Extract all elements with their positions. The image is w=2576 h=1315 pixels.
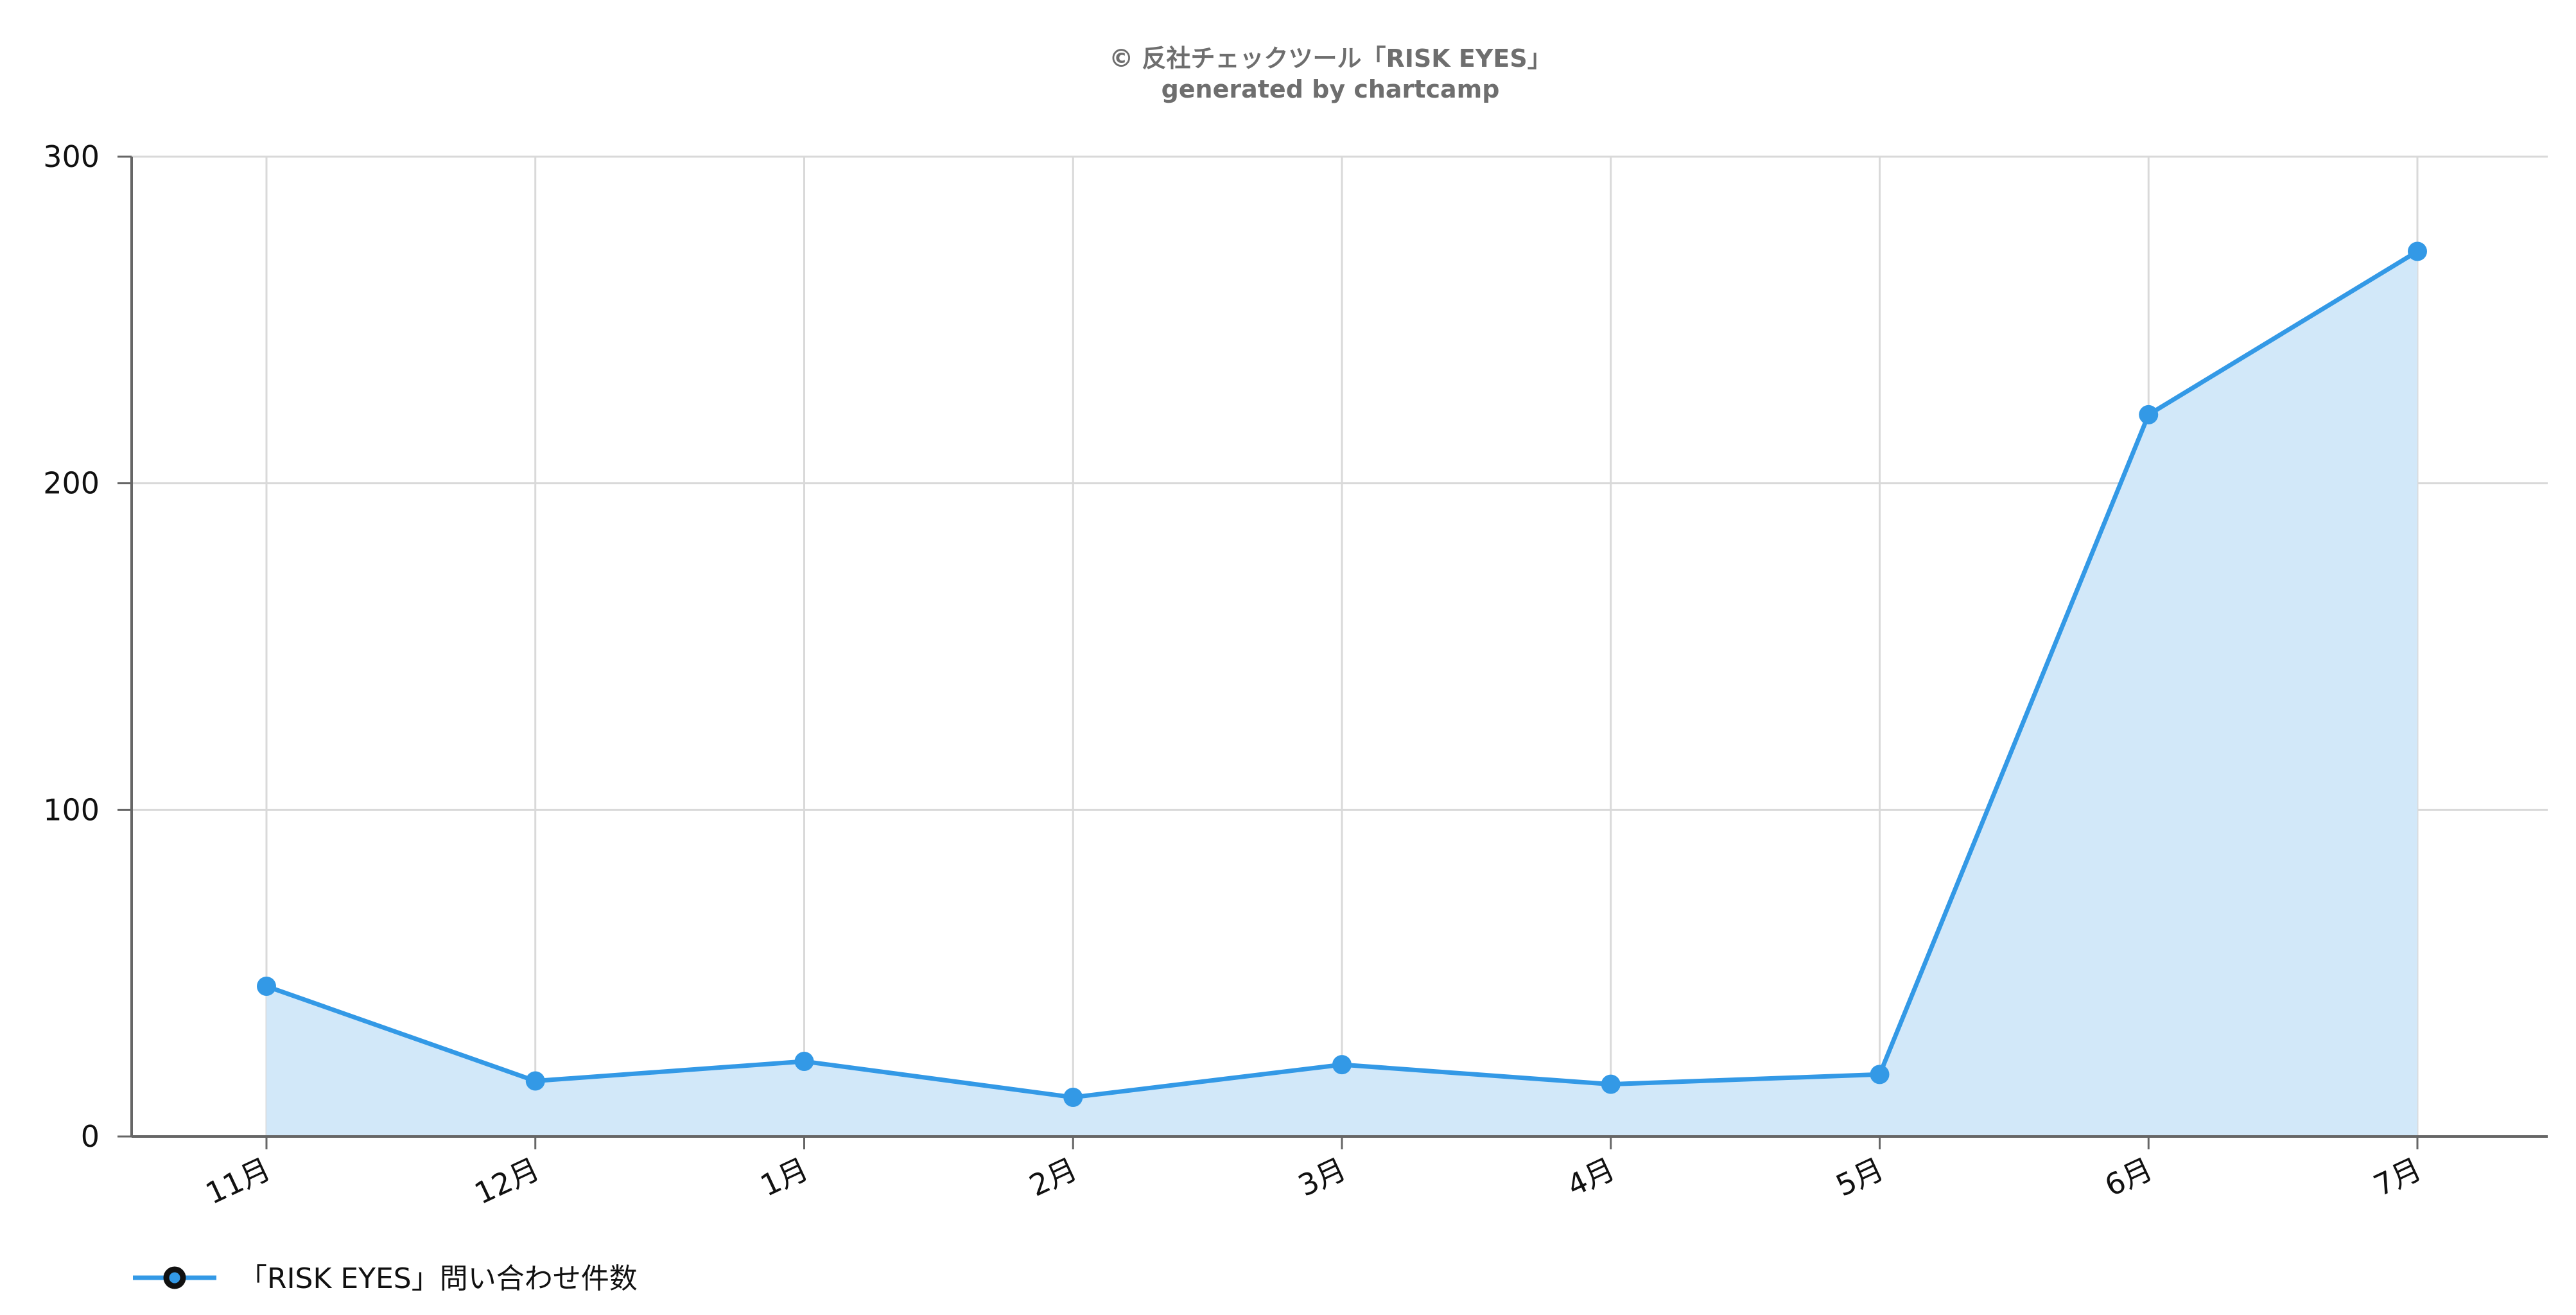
y-tick-label: 0	[81, 1119, 100, 1154]
legend-label: 「RISK EYES」問い合わせ件数	[239, 1262, 638, 1295]
axes	[117, 155, 2548, 1149]
data-point	[2408, 241, 2427, 261]
credit-line-1: © 反社チェックツール「RISK EYES」	[1109, 44, 1551, 73]
data-point	[1063, 1087, 1083, 1107]
credit-line-2: generated by chartcamp	[1162, 75, 1500, 103]
data-point	[1601, 1074, 1621, 1094]
series-area	[266, 251, 2417, 1137]
series-points	[257, 241, 2427, 1107]
y-tick-label: 200	[43, 466, 100, 501]
series-area-fill	[266, 251, 2417, 1137]
data-point	[525, 1071, 545, 1091]
legend: 「RISK EYES」問い合わせ件数	[133, 1262, 638, 1295]
data-point	[257, 977, 276, 997]
data-point	[794, 1052, 814, 1072]
y-tick-label: 300	[43, 139, 100, 174]
y-tick-label: 100	[43, 792, 100, 827]
legend-marker	[163, 1266, 186, 1289]
data-point	[2139, 405, 2159, 424]
data-point	[1870, 1065, 1890, 1084]
data-point	[1332, 1055, 1352, 1075]
